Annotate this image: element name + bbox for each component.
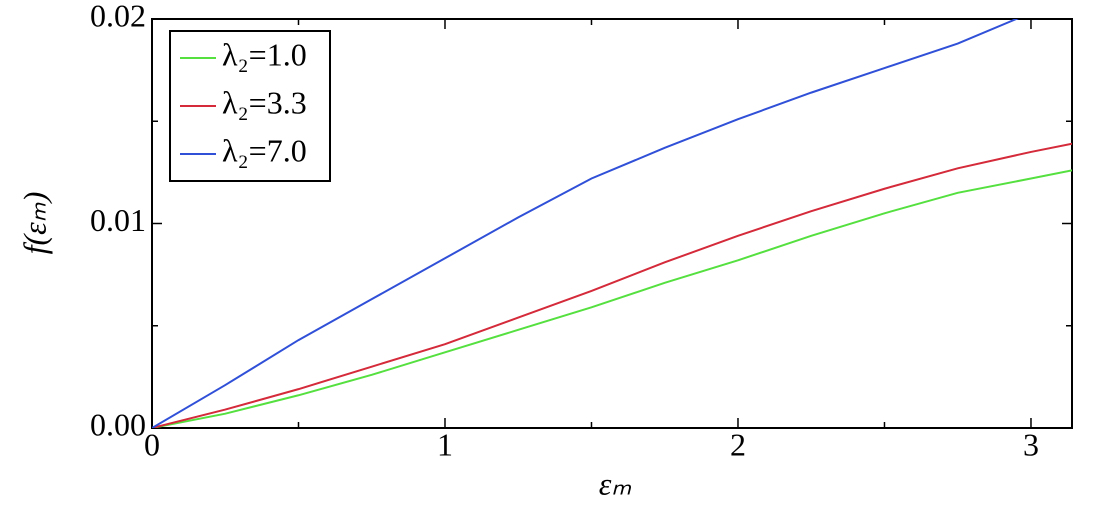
legend-label: λ₂=1.0	[222, 36, 307, 72]
y-tick-label: 0.02	[90, 0, 146, 33]
plot-area	[152, 19, 1072, 428]
y-axis-label: f(εₘ)	[16, 192, 52, 255]
series-line	[152, 19, 1019, 428]
x-tick-label: 0	[144, 426, 160, 462]
x-tick-label: 1	[437, 426, 453, 462]
legend-label: λ₂=7.0	[222, 132, 307, 168]
series-line	[152, 142, 1072, 428]
series-line	[152, 169, 1072, 428]
legend-label: λ₂=3.3	[222, 84, 307, 120]
x-tick-label: 3	[1023, 426, 1039, 462]
y-tick-label: 0.00	[90, 406, 146, 442]
x-axis-label: εₘ	[599, 465, 632, 501]
x-tick-label: 2	[730, 426, 746, 462]
y-tick-label: 0.01	[90, 202, 146, 238]
